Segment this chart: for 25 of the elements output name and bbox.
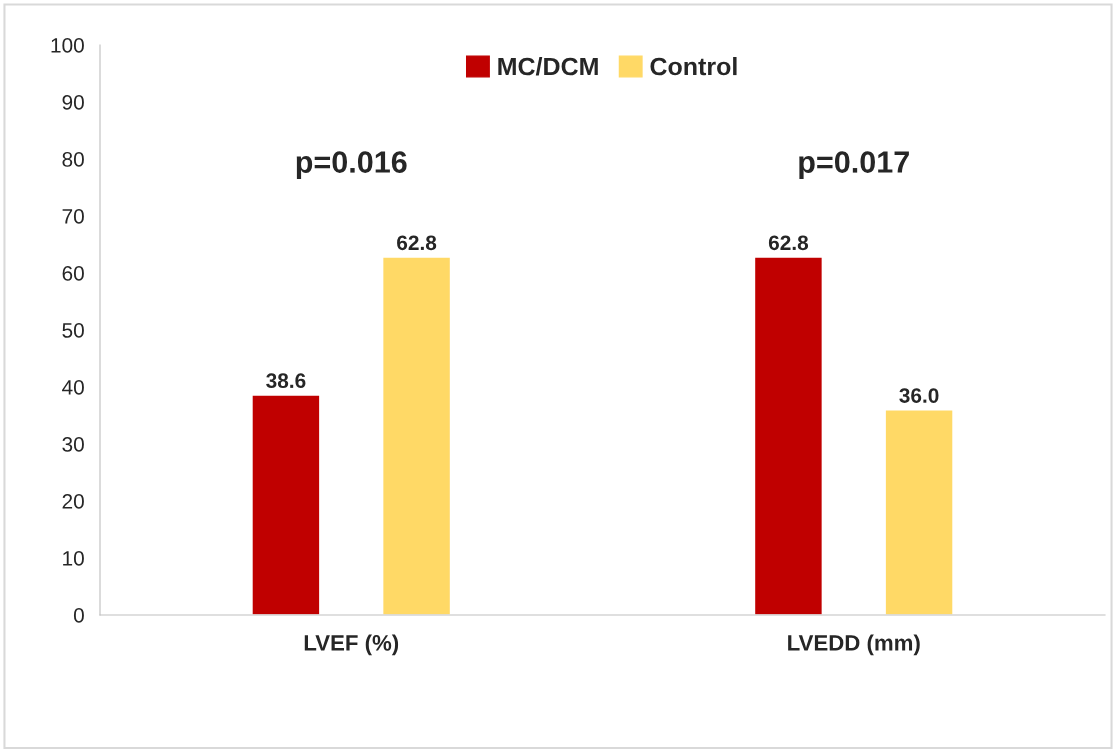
- y-tick-label: 80: [62, 152, 84, 167]
- bar: [753, 256, 824, 615]
- bar: [251, 394, 321, 615]
- y-tick-label: 20: [62, 494, 84, 509]
- legend-label: MC/DCM: [498, 56, 598, 76]
- bar: [381, 256, 452, 615]
- x-tick-label: LVEDD (mm): [788, 634, 920, 656]
- annotation: p=0.016: [296, 151, 407, 179]
- y-tick-label: 30: [62, 437, 84, 452]
- y-tick-label: 40: [62, 380, 84, 395]
- data-label: 38.6: [266, 373, 306, 389]
- y-tick-label: 10: [63, 551, 84, 566]
- y-tick-label: 70: [62, 209, 84, 224]
- y-tick-label: 100: [51, 38, 84, 53]
- data-label: 36.0: [899, 388, 939, 403]
- y-tick-label: 90: [62, 95, 84, 110]
- data-label: 62.8: [768, 235, 809, 251]
- y-tick-label: 0: [73, 608, 84, 623]
- bar: [884, 409, 954, 615]
- x-tick-label: LVEF (%): [304, 634, 399, 656]
- legend-label: Control: [650, 56, 737, 76]
- data-label: 62.8: [397, 235, 437, 251]
- y-tick-label: 60: [62, 266, 84, 281]
- annotation: p=0.017: [799, 151, 909, 179]
- y-tick-label: 50: [62, 323, 84, 338]
